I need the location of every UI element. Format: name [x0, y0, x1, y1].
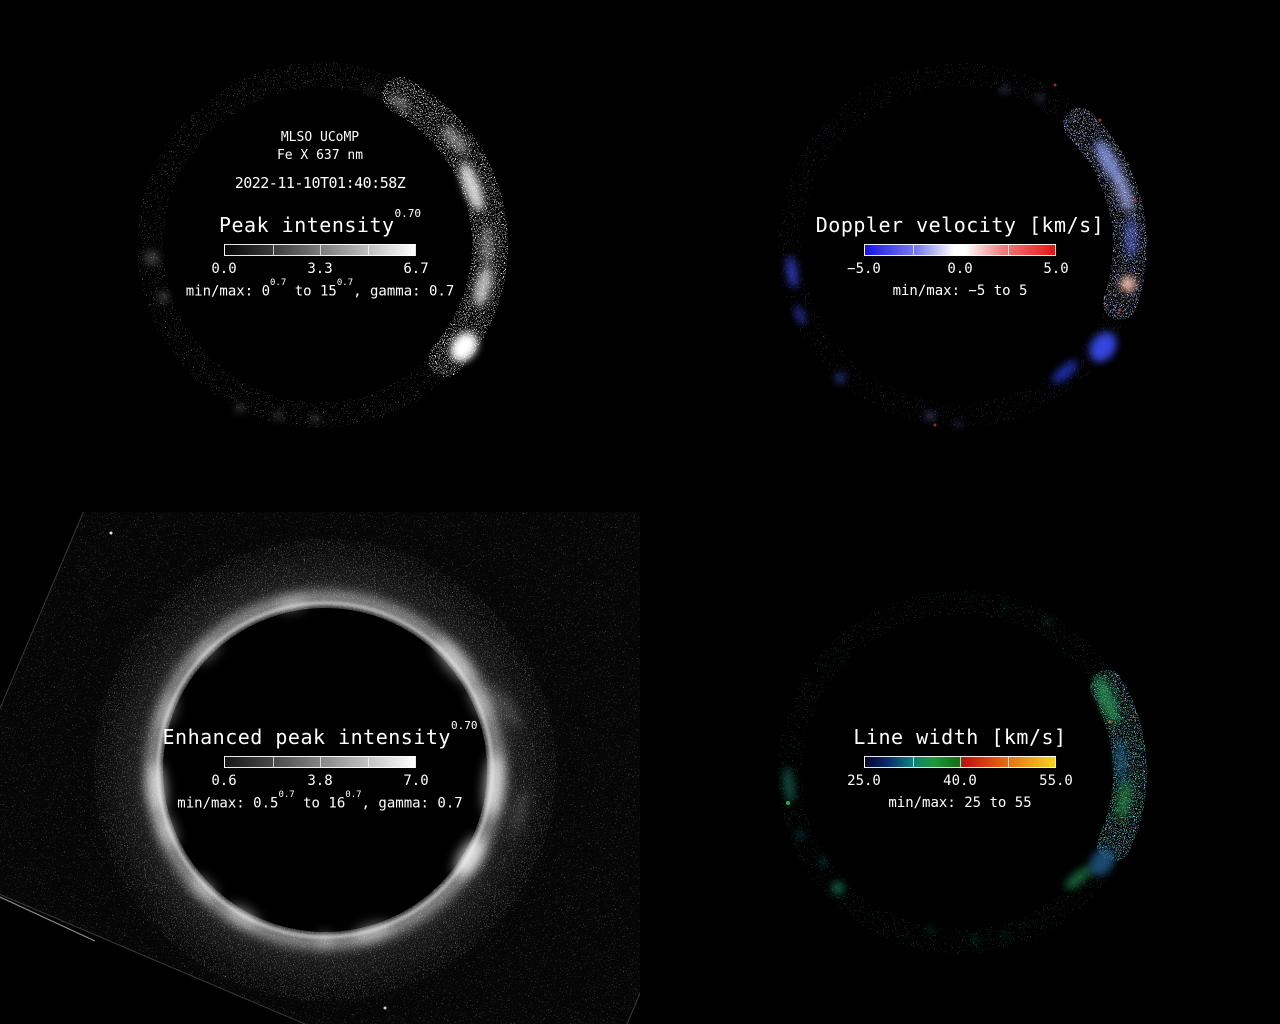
star-speck: [109, 531, 113, 535]
orange-speck: [1108, 720, 1112, 724]
colorbar-tick-mark: [960, 757, 961, 767]
minmax-label: min/max: 0.50.7 to 160.7, gamma: 0.7: [177, 790, 463, 812]
colorbar-tick-mark: [272, 245, 274, 255]
wavelength-label: Fe X 637 nm: [276, 148, 364, 163]
minmax-label: min/max: 00.7 to 150.7, gamma: 0.7: [185, 278, 455, 300]
solar-corona-image-doppler-velocity: [640, 0, 1280, 512]
tick-label-min: −5.0: [847, 261, 881, 277]
panel-doppler-velocity: Doppler velocity [km/s] −5.0 0.0 5.0 min…: [640, 0, 1280, 512]
panel-peak-intensity: MLSO UCoMP Fe X 637 nm 2022-11-10T01:40:…: [0, 0, 640, 512]
colorbar-tick-mark: [320, 245, 321, 255]
colorbar-line-width: [864, 756, 1056, 768]
tick-label-max: 5.0: [1043, 261, 1069, 277]
panel-line-width: Line width [km/s] 25.0 40.0 55.0 min/max…: [640, 512, 1280, 1024]
tick-label-min: 0.6: [211, 773, 237, 789]
tick-label-mid: 0.0: [947, 261, 973, 277]
tick-label-max: 7.0: [403, 773, 429, 789]
timestamp-label: 2022-11-10T01:40:58Z: [234, 174, 406, 192]
minmax-label: min/max: 25 to 55: [888, 795, 1032, 811]
panel-title-doppler-velocity: Doppler velocity [km/s]: [815, 213, 1105, 237]
tick-label-min: 0.0: [211, 261, 237, 277]
tick-label-max: 55.0: [1039, 773, 1073, 789]
green-speck: [786, 801, 790, 805]
coronal-streamers: [148, 597, 528, 947]
panel-title-enhanced-peak-intensity: Enhanced peak intensity0.70: [162, 719, 478, 749]
title-exponent: 0.70: [394, 207, 422, 221]
solar-corona-image-enhanced-peak-intensity: [0, 512, 640, 1024]
colorbar-tick-mark: [912, 245, 914, 255]
colorbar-tick-mark: [912, 757, 914, 767]
colorbar-tick-mark: [320, 757, 321, 767]
red-specks: [933, 83, 1137, 427]
tick-label-mid: 3.8: [307, 773, 333, 789]
tick-label-min: 25.0: [847, 773, 881, 789]
colorbar-tick-labels: 25.0 40.0 55.0: [847, 773, 1073, 790]
panel-title-line-width: Line width [km/s]: [853, 725, 1067, 749]
tick-label-max: 6.7: [403, 261, 429, 277]
title-exponent: 0.70: [450, 719, 478, 733]
colorbar-tick-labels: 0.6 3.8 7.0: [211, 773, 428, 790]
colorbar-tick-mark: [367, 245, 369, 255]
tick-label-mid: 40.0: [943, 773, 977, 789]
colorbar-tick-mark: [960, 245, 961, 255]
colorbar-doppler-velocity: [864, 244, 1056, 256]
minmax-label: min/max: −5 to 5: [892, 283, 1028, 299]
colorbar-tick-mark: [367, 757, 369, 767]
colorbar-tick-mark: [1007, 245, 1009, 255]
colorbar-tick-labels: −5.0 0.0 5.0: [847, 261, 1069, 278]
colorbar-tick-mark: [272, 757, 274, 767]
panel-enhanced-peak-intensity: Enhanced peak intensity0.70 0.6 3.8 7.0 …: [0, 512, 640, 1024]
tick-label-mid: 3.3: [307, 261, 333, 277]
colorbar-tick-mark: [1007, 757, 1009, 767]
colorbar-tick-labels: 0.0 3.3 6.7: [211, 261, 428, 278]
solar-corona-image-line-width: [640, 512, 1280, 1024]
colorbar-peak-intensity: [224, 244, 416, 256]
colorbar-enhanced-peak-intensity: [224, 756, 416, 768]
observatory-label: MLSO UCoMP: [280, 130, 360, 145]
panel-title-peak-intensity: Peak intensity0.70: [218, 207, 422, 237]
star-speck: [383, 1006, 387, 1010]
occulter-disk: [163, 608, 487, 932]
solar-corona-image-peak-intensity: [0, 0, 640, 512]
fov-edge-bright-segment: [0, 896, 96, 942]
